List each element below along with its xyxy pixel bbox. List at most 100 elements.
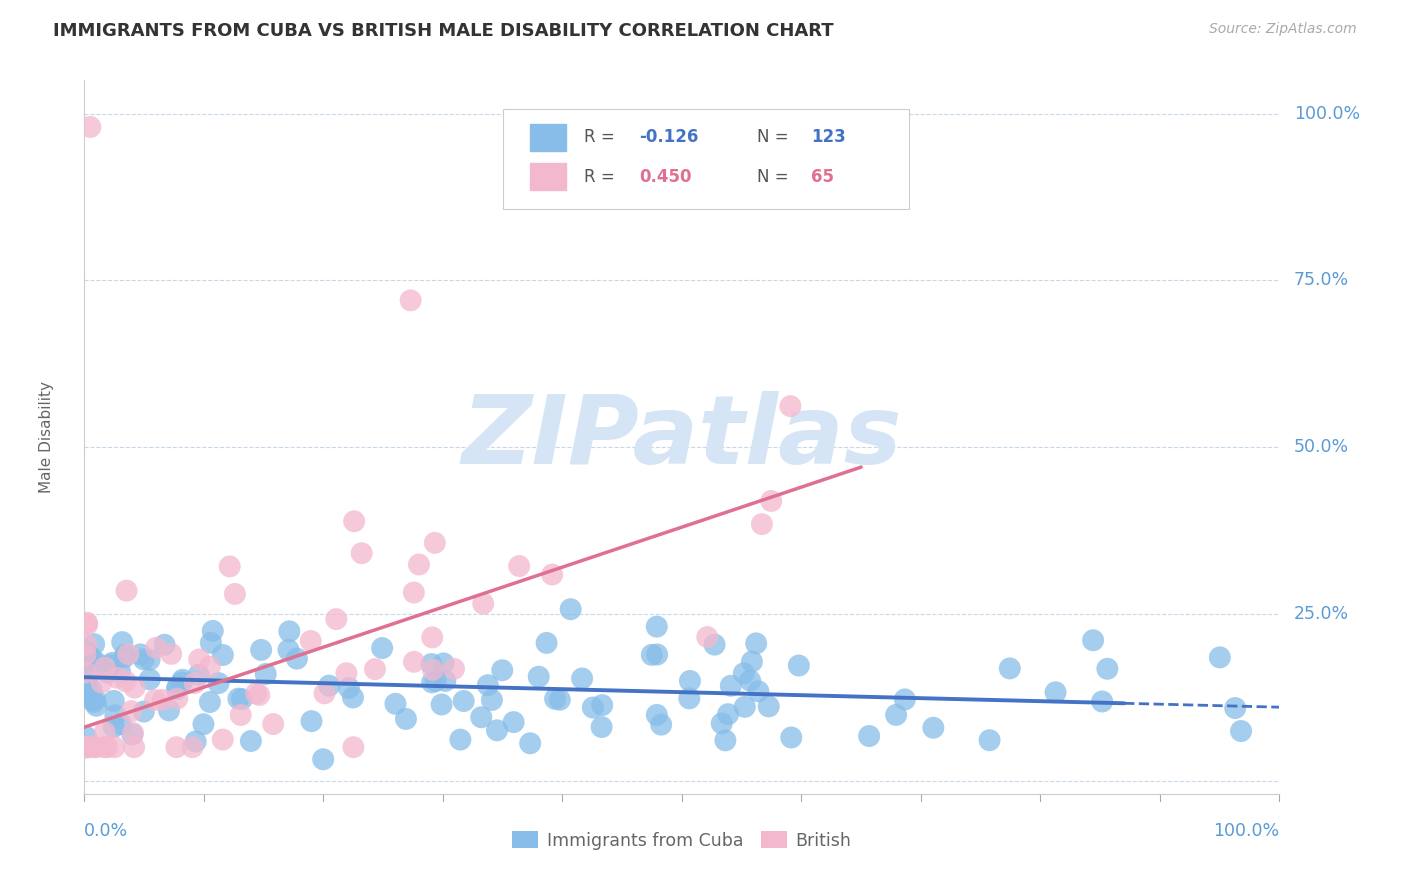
Point (582, 700, 605, 714)
Point (422, 663, 444, 677)
Point (132, 652, 155, 666)
Point (432, 657, 454, 671)
Point (420, 631, 443, 645)
Point (254, 667, 277, 681)
Text: 65: 65 (811, 168, 834, 186)
Point (591, 720, 613, 734)
Point (343, 514, 366, 528)
Point (560, 602, 582, 616)
Point (211, 648, 233, 662)
Point (90, 675, 112, 690)
Point (884, 707, 907, 722)
Point (420, 675, 443, 690)
Point (76, 645, 98, 659)
Point (779, 399, 801, 413)
Point (84, 698, 107, 713)
Point (434, 673, 457, 688)
Point (117, 647, 139, 661)
Point (75, 655, 97, 669)
Point (425, 673, 447, 688)
Point (430, 698, 453, 712)
Point (139, 673, 162, 687)
Point (894, 692, 917, 706)
Point (502, 715, 524, 730)
Point (75, 740, 97, 755)
Text: -0.126: -0.126 (638, 128, 699, 146)
Point (747, 684, 769, 698)
Point (224, 587, 246, 601)
Point (678, 691, 700, 706)
Text: 50.0%: 50.0% (1294, 438, 1348, 456)
Point (1225, 701, 1247, 715)
Point (239, 734, 262, 748)
Point (188, 652, 211, 666)
Point (84, 692, 107, 706)
Point (108, 665, 131, 679)
Point (1045, 685, 1067, 699)
Point (79, 120, 101, 134)
Point (717, 707, 740, 722)
Point (96, 740, 118, 755)
Point (423, 536, 446, 550)
Point (201, 624, 224, 638)
Point (337, 681, 360, 695)
Point (714, 733, 737, 747)
Point (485, 723, 508, 738)
Point (114, 674, 136, 689)
Point (301, 714, 323, 728)
Point (408, 558, 430, 572)
Point (364, 662, 387, 676)
Point (1230, 724, 1253, 739)
Point (104, 708, 127, 723)
Point (143, 693, 166, 707)
Point (93, 725, 115, 739)
Point (121, 727, 143, 741)
Point (165, 740, 187, 755)
Bar (530, 163, 567, 190)
Point (650, 717, 672, 731)
Point (1081, 633, 1104, 648)
Point (84, 655, 107, 669)
Text: 123: 123 (811, 128, 846, 146)
Point (138, 653, 160, 667)
Point (75, 740, 97, 755)
Point (734, 699, 756, 714)
Point (402, 585, 425, 599)
Point (76, 615, 98, 630)
Point (481, 693, 503, 707)
Text: IMMIGRANTS FROM CUBA VS BRITISH MALE DISABILITY CORRELATION CHART: IMMIGRANTS FROM CUBA VS BRITISH MALE DIS… (53, 22, 834, 40)
Point (591, 698, 613, 713)
Point (83, 740, 105, 755)
Point (741, 655, 763, 669)
Point (858, 729, 880, 743)
Point (278, 624, 301, 639)
Point (679, 673, 702, 688)
Point (75, 648, 97, 662)
Point (75, 740, 97, 755)
Point (519, 736, 541, 750)
Point (76, 681, 98, 696)
Point (76, 647, 98, 661)
Point (111, 635, 134, 649)
Point (318, 679, 340, 693)
Point (247, 688, 270, 702)
Point (97, 665, 120, 680)
Point (75, 637, 97, 651)
Point (80, 665, 103, 680)
Text: N =: N = (758, 168, 789, 186)
Text: 0.0%: 0.0% (84, 822, 128, 840)
Point (745, 636, 768, 650)
Point (157, 703, 180, 717)
Point (250, 643, 273, 657)
Point (751, 517, 773, 532)
Point (922, 721, 945, 735)
Point (153, 638, 176, 652)
Point (733, 666, 755, 681)
Point (207, 676, 229, 690)
Point (122, 726, 145, 740)
Point (245, 686, 267, 700)
Point (508, 559, 530, 574)
Point (787, 658, 810, 673)
Text: 0.450: 0.450 (638, 168, 692, 186)
Point (299, 634, 322, 648)
